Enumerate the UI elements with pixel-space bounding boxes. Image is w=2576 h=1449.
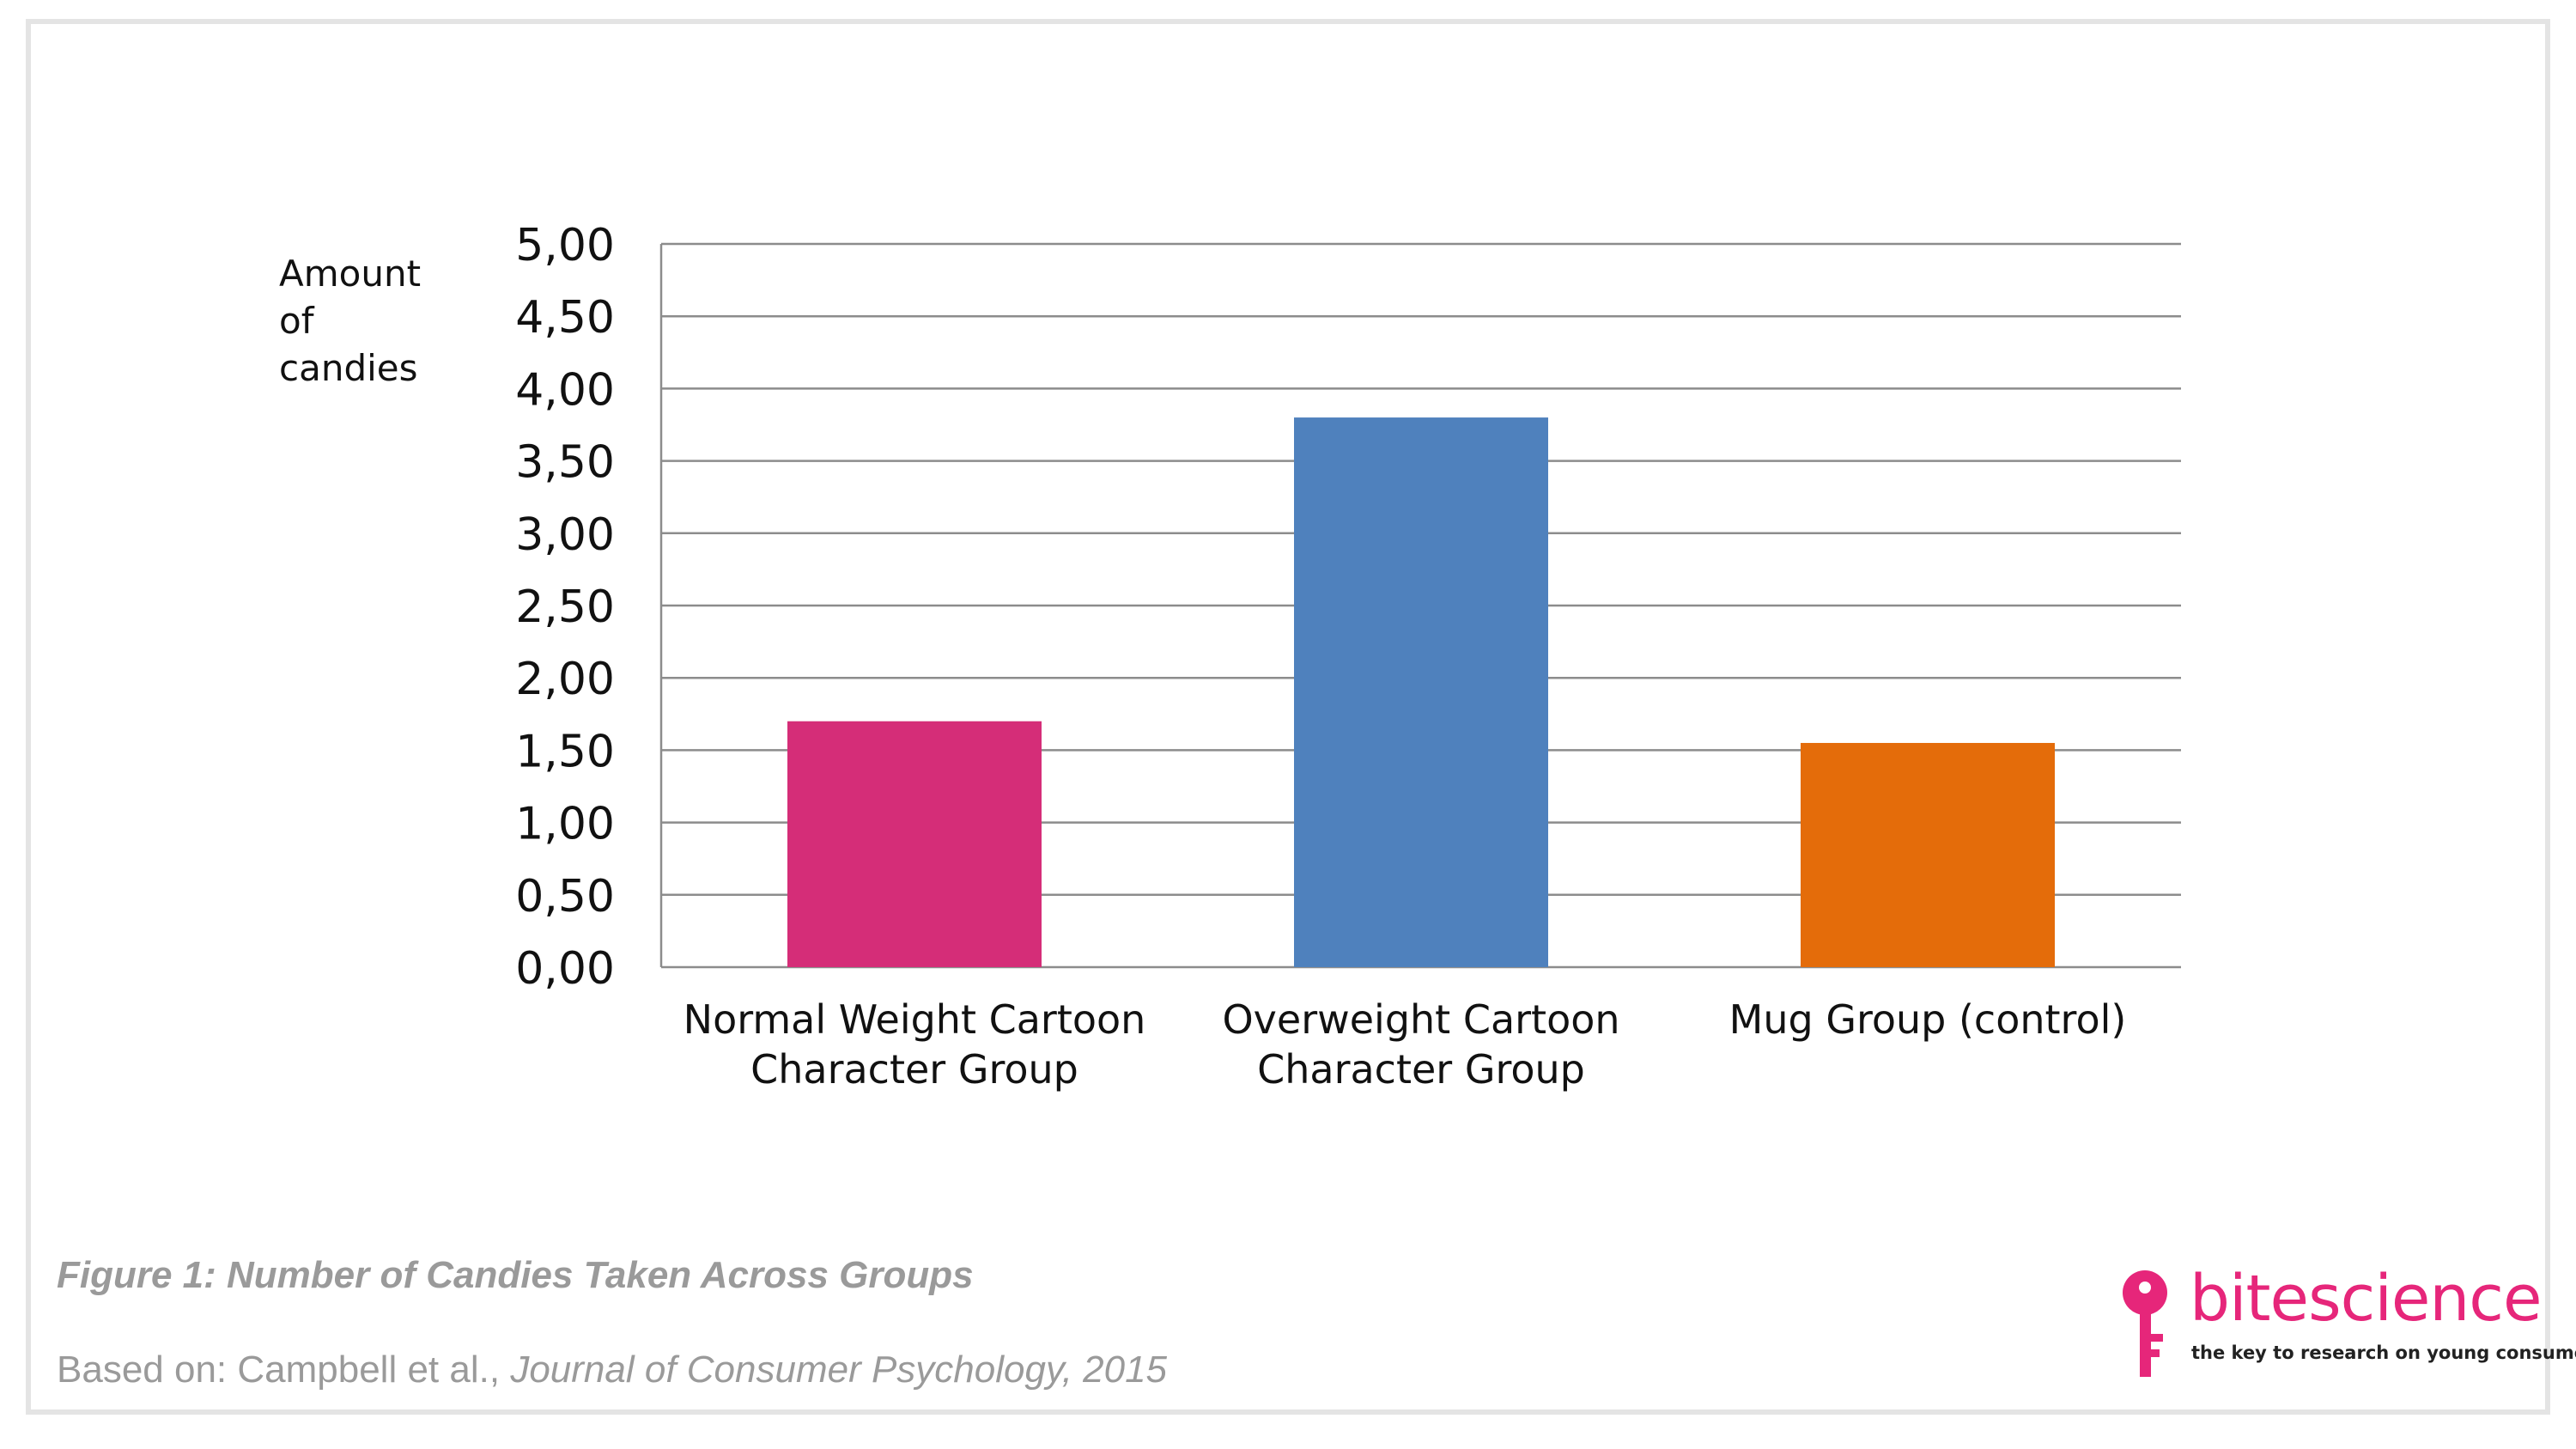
y-tick-label: 3,00 [515,509,615,561]
figure-frame [26,19,2550,1415]
y-tick-label: 1,00 [515,799,615,850]
key-icon [2123,1270,2167,1377]
x-category-labels: Normal Weight Cartoon Character Group Over… [683,996,2127,1093]
x-category-label: Mug Group (control) [1729,996,2127,1043]
y-tick-labels: 0,00 0,50 1,00 1,50 2,00 2,50 3,00 3,50 4,00 4,50… [515,220,615,995]
x-category-label: Overweight Cartoon Character Group [1222,996,1619,1093]
y-tick-label: 1,50 [515,726,615,777]
bars [787,417,2055,968]
y-tick-label: 0,00 [515,943,615,995]
logo-wordmark: bitescience [2190,1262,2543,1336]
y-tick-label: 0,50 [515,871,615,922]
source-prefix: Based on: Campbell et al., [57,1349,511,1391]
source-journal: Journal of Consumer Psychology, 2015 [510,1349,1168,1391]
y-tick-label: 4,50 [515,292,615,344]
bitescience-logo: bitescience the key to research on young… [2112,1262,2576,1387]
logo-tagline: the key to research on young consumers [2191,1342,2576,1363]
x-category-label: Normal Weight Cartoon Character Group [683,996,1146,1093]
y-tick-label: 5,00 [515,220,615,271]
y-axis-title: Amount of candies [279,253,421,389]
y-tick-label: 3,50 [515,437,615,489]
y-tick-label: 2,50 [515,581,615,633]
y-tick-label: 4,00 [515,364,615,416]
source-citation: Based on: Campbell et al., Journal of Co… [57,1349,1167,1391]
y-axis-label: Amount of candies [279,253,421,389]
figure-caption: Figure 1: Number of Candies Taken Across… [57,1254,974,1296]
bar [1294,417,1548,968]
bar [1801,742,2055,967]
y-tick-label: 2,00 [515,654,615,705]
bar [787,721,1042,967]
